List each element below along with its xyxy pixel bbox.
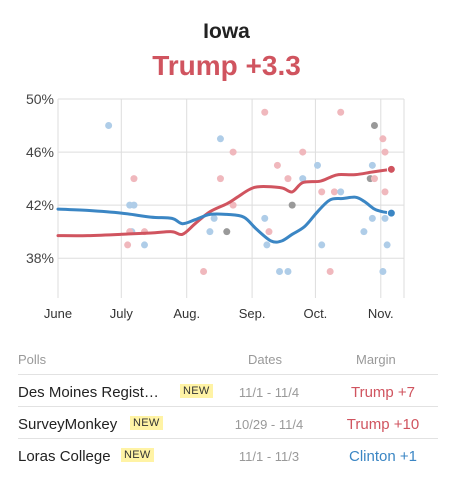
clinton-poll-dot	[299, 175, 307, 183]
trump-poll-dot	[124, 241, 132, 249]
trump-poll-dot	[273, 161, 281, 169]
poll-margin: Trump +10	[346, 416, 420, 433]
poll-dates: 11/1 - 11/4	[238, 385, 300, 400]
clinton-poll-dot	[314, 161, 321, 169]
table-header-dates: Dates	[248, 352, 282, 367]
clinton-poll-dot	[368, 161, 376, 169]
pollster-name[interactable]: SurveyMonkey	[18, 416, 118, 433]
trump-poll-dot	[379, 135, 387, 143]
trump-poll-dot	[130, 175, 138, 183]
poll-row-surveymonkey[interactable]: SurveyMonkey NEW 10/29 - 11/4 Trump +10	[18, 406, 438, 439]
poll-margin: Clinton +1	[349, 448, 417, 465]
clinton-poll-dot	[379, 267, 387, 275]
state-title: Iowa	[203, 20, 250, 43]
x-tick-label: Sep.	[239, 306, 266, 321]
table-header-polls: Polls	[18, 352, 47, 367]
clinton-poll-dot	[141, 241, 148, 249]
clinton-poll-dot	[381, 214, 389, 222]
other-poll-dot	[223, 228, 231, 236]
pollster-name[interactable]: Des Moines Regist…	[18, 384, 159, 401]
y-tick-label: 50%	[26, 91, 54, 107]
trump-poll-dot	[381, 188, 389, 196]
poll-row-des-moines[interactable]: Des Moines Regist… NEW 11/1 - 11/4 Trump…	[18, 374, 438, 407]
clinton-poll-dot	[383, 241, 391, 249]
trump-poll-dot	[200, 267, 208, 275]
trump-poll-dot	[326, 267, 334, 275]
clinton-poll-dot	[284, 267, 292, 275]
trump-poll-dot	[370, 175, 378, 183]
trump-poll-dot	[229, 201, 237, 209]
clinton-poll-dot	[210, 214, 218, 222]
clinton-poll-dot	[105, 122, 113, 130]
x-tick-label: June	[44, 306, 72, 321]
leader-margin: Trump +3.3	[152, 50, 301, 81]
pollster-name[interactable]: Loras College	[18, 448, 111, 465]
x-tick-label: July	[110, 306, 134, 321]
polling-average-chart: 38% 42% 46% 50% June July Aug. Sep. Oct. Nov.	[26, 91, 405, 321]
poll-dates: 10/29 - 11/4	[234, 417, 304, 432]
clinton-poll-dot	[337, 188, 345, 196]
clinton-poll-dot	[130, 201, 138, 209]
trump-poll-dot	[284, 175, 292, 183]
new-badge: NEW	[180, 384, 213, 398]
trump-poll-dot	[337, 108, 345, 116]
trump-poll-dot	[381, 148, 389, 156]
x-tick-label: Oct.	[303, 306, 327, 321]
trump-poll-dot	[330, 188, 338, 196]
x-tick-label: Nov.	[368, 306, 394, 321]
y-tick-label: 46%	[26, 144, 54, 160]
trump-poll-dot	[265, 228, 273, 236]
clinton-poll-dot	[318, 241, 326, 249]
clinton-current-point	[386, 208, 396, 218]
other-poll-dot	[370, 122, 378, 130]
x-tick-label: Aug.	[173, 306, 200, 321]
trump-poll-dot	[299, 148, 307, 156]
poll-dates: 11/1 - 11/3	[238, 449, 300, 464]
clinton-poll-dot	[276, 267, 284, 275]
clinton-poll-dot	[261, 214, 269, 222]
poll-row-loras-college[interactable]: Loras College NEW 11/1 - 11/3 Clinton +1	[18, 438, 438, 471]
y-tick-label: 42%	[26, 197, 54, 213]
clinton-poll-dot	[360, 228, 368, 236]
clinton-average-line	[56, 195, 393, 244]
trump-average-line	[56, 167, 393, 238]
trump-poll-dot	[318, 188, 326, 196]
clinton-poll-dot	[216, 135, 224, 143]
trump-poll-dot	[229, 148, 237, 156]
clinton-poll-dot	[263, 241, 271, 249]
poll-margin: Trump +7	[350, 384, 416, 401]
new-badge: NEW	[130, 416, 163, 430]
table-header-margin: Margin	[356, 352, 396, 367]
trump-poll-dot	[261, 108, 269, 116]
new-badge: NEW	[121, 448, 154, 462]
trump-current-point	[386, 164, 396, 174]
trump-poll-dot	[216, 175, 224, 183]
y-tick-label: 38%	[26, 250, 54, 266]
other-poll-dot	[288, 201, 296, 209]
clinton-poll-dot	[368, 214, 376, 222]
clinton-poll-dot	[206, 228, 214, 236]
